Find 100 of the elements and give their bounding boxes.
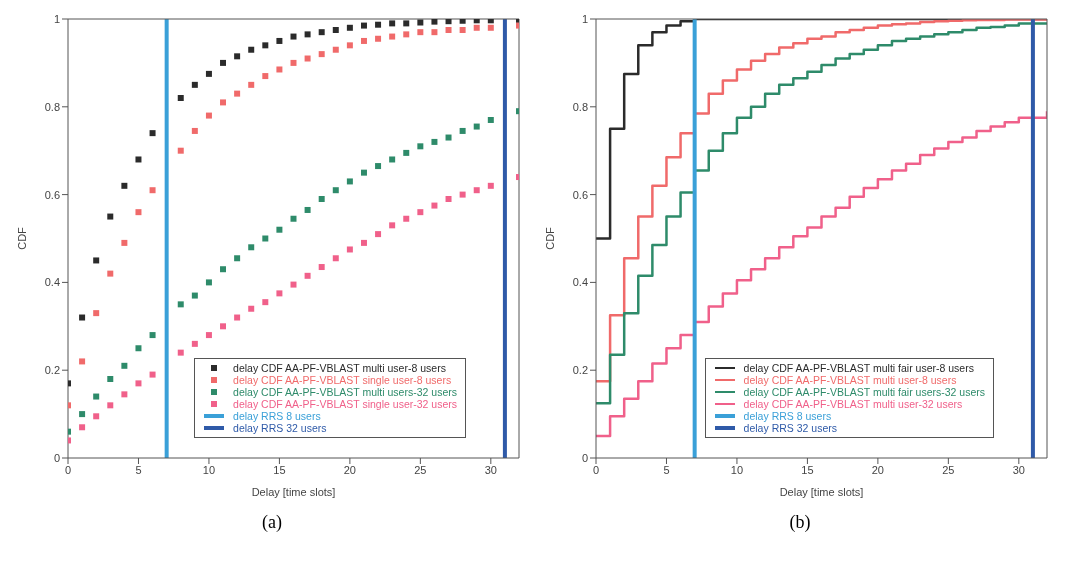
point [177,147,184,154]
point [234,255,241,262]
x-tick-label: 20 [343,463,356,476]
y-tick-label: 0.8 [572,100,588,113]
point [121,362,128,369]
point [107,270,114,277]
point [459,19,466,24]
point [431,202,438,209]
point [149,332,156,339]
point [107,375,114,382]
point [276,37,283,44]
point [417,143,424,150]
point [276,290,283,297]
legend-label: delay CDF AA-PF-VBLAST single user-32 users [233,398,457,410]
point [459,26,466,33]
point [304,55,311,62]
point [346,42,353,49]
point [93,393,100,400]
y-axis-title: CDF [543,226,556,250]
y-tick-label: 0.4 [572,276,588,289]
point [191,292,198,299]
point [93,310,100,317]
point [107,213,114,220]
y-tick-label: 0.6 [44,188,60,201]
x-tick-label: 25 [942,463,955,476]
point [149,187,156,194]
y-axis-title: CDF [15,226,28,250]
y-tick-label: 0 [581,451,588,464]
point [375,35,382,42]
point [79,424,86,431]
point [375,21,382,28]
point [79,358,86,365]
legend-label: delay CDF AA-PF-VBLAST multi fair user-8 users [743,362,974,374]
point [205,112,212,119]
point [121,182,128,189]
x-tick-label: 5 [135,463,142,476]
point [262,42,269,49]
point [107,402,114,409]
point [318,195,325,202]
x-tick-label: 10 [730,463,744,476]
point [332,255,339,262]
text: (b) [788,512,812,533]
point [220,323,227,330]
point [93,257,100,264]
point [276,66,283,73]
point [487,116,494,123]
point [121,391,128,398]
point [431,19,438,25]
point [487,19,494,24]
point [445,26,452,33]
x-tick-label: 5 [663,463,670,476]
point [389,33,396,40]
y-tick-label: 0 [53,451,60,464]
point [360,22,367,29]
legend-label: delay CDF AA-PF-VBLAST multi users-32 users [233,386,457,398]
point [304,31,311,38]
point [403,20,410,27]
y-tick-label: 0.6 [572,188,588,201]
point [220,99,227,106]
point [205,332,212,339]
point [346,246,353,253]
x-tick-label: 0 [592,463,600,476]
x-tick-label: 20 [871,463,884,476]
point [389,20,396,27]
point [248,46,255,53]
ref-line-label: delay RRS 32 users [233,422,327,434]
point [445,19,452,25]
point [149,130,156,137]
point [205,279,212,286]
x-tick-label: 30 [484,463,497,476]
point [375,231,382,238]
point [135,345,142,352]
legend-label: delay CDF AA-PF-VBLAST multi user-8 users [233,362,446,374]
point [177,349,184,356]
point [445,195,452,202]
point [262,73,269,80]
point [332,187,339,194]
point [417,29,424,36]
point [473,123,480,130]
point [318,29,325,36]
point [234,314,241,321]
point [360,239,367,246]
legend-label: delay CDF AA-PF-VBLAST multi user-8 users [743,374,957,386]
point [93,413,100,420]
point [205,70,212,77]
point [375,163,382,170]
point [262,235,269,242]
point [191,340,198,347]
ref-line-label: delay RRS 8 users [233,410,321,422]
point [79,314,86,321]
point [389,222,396,229]
point [445,134,452,141]
legend-label: delay CDF AA-PF-VBLAST single user-8 users [233,374,452,386]
ref-line-label: delay RRS 32 users [743,422,837,434]
y-tick-label: 0.8 [44,100,60,113]
point [318,51,325,58]
point [403,149,410,156]
point [234,90,241,97]
point [191,127,198,134]
point [459,191,466,198]
